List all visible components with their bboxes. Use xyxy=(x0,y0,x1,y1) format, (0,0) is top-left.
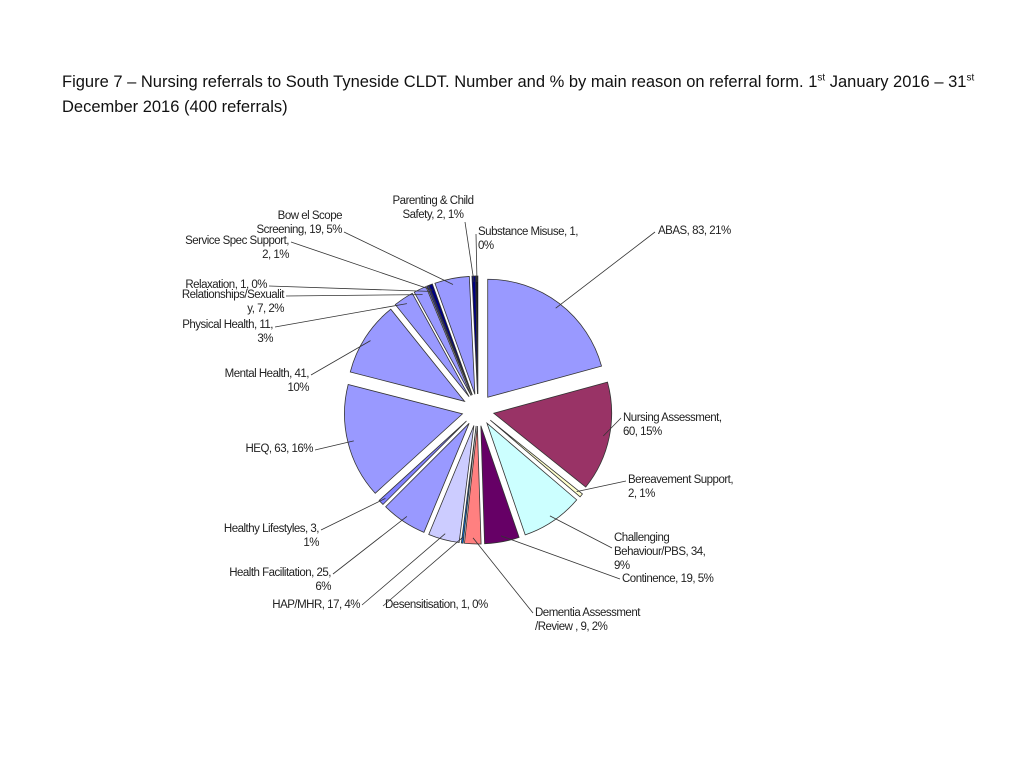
leader-line-physical-health xyxy=(274,303,407,328)
pie-slice-desensitisation xyxy=(460,425,477,544)
slice-label-nursing-assessment: Nursing Assessment, 60, 15% xyxy=(623,412,722,438)
pie-slice-mental-health xyxy=(349,308,466,403)
leader-line-health-facilitation xyxy=(332,516,408,575)
leader-line-bereavement-support xyxy=(576,480,627,492)
slice-label-challenging-behaviour-pbs: Challenging Behaviour/PBS, 34, 9% xyxy=(614,532,706,572)
leader-line-nursing-assessment xyxy=(603,417,622,437)
leader-line-bowel-scope-screening xyxy=(343,231,454,285)
pie-slice-healthy-lifestyles xyxy=(378,420,467,506)
slice-label-bereavement-support: Bereavement Support, 2, 1% xyxy=(628,474,733,500)
leader-line-parenting-child-safety xyxy=(464,221,475,283)
title-text-1: Figure 7 – Nursing referrals to South Ty… xyxy=(62,73,818,91)
slice-label-continence: Continence, 19, 5% xyxy=(622,573,714,585)
title-text-2: January 2016 – 31 xyxy=(825,73,967,91)
slice-label-hap-mhr: HAP/MHR, 17, 4% xyxy=(272,599,360,611)
pie-slice-physical-health xyxy=(394,292,470,397)
pie-slice-bereavement-support xyxy=(490,419,583,498)
slice-label-desensitisation: Desensitisation, 1, 0% xyxy=(385,599,488,611)
pie-slice-dementia-assessment-review xyxy=(463,425,482,545)
title-sup-1: st xyxy=(817,72,826,84)
pie-slice-relationships-sexuality xyxy=(413,286,472,396)
slice-label-healthy-lifestyles: Healthy Lifestyles, 3, 1% xyxy=(224,523,319,549)
pie-slice-service-spec-support xyxy=(428,283,473,396)
slice-label-health-facilitation: Health Facilitation, 25, 6% xyxy=(229,567,331,593)
pie-slice-abas xyxy=(487,278,603,398)
pie-slice-nursing-assessment xyxy=(492,381,613,488)
leader-line-continence xyxy=(500,535,621,580)
slice-label-dementia-assessment-review: Dementia Assessment/Review , 9, 2% xyxy=(535,607,641,633)
pie-slice-hap-mhr xyxy=(428,425,475,543)
slice-label-relaxation: Relaxation, 1, 0% xyxy=(185,279,267,291)
leader-line-relationships-sexuality xyxy=(285,294,423,297)
title-text-3: December 2016 (400 referrals) xyxy=(62,98,288,116)
leader-line-hap-mhr xyxy=(361,533,446,606)
slice-label-substance-misuse: Substance Misuse, 1, 0% xyxy=(478,226,578,252)
pie-slice-challenging-behaviour-pbs xyxy=(486,421,578,536)
figure-title: Figure 7 – Nursing referrals to South Ty… xyxy=(62,70,982,120)
pie-slice-health-facilitation xyxy=(385,423,470,533)
leader-line-dementia-assessment-review xyxy=(472,537,534,614)
leader-line-mental-health xyxy=(310,340,371,376)
leader-line-substance-misuse xyxy=(475,233,478,283)
slice-label-abas: ABAS, 83, 21% xyxy=(658,225,731,237)
leader-line-challenging-behaviour-pbs xyxy=(549,515,613,549)
slice-label-parenting-child-safety: Parenting & Child Safety, 2, 1% xyxy=(393,195,474,221)
pie-slices xyxy=(344,275,613,545)
leader-line-heq xyxy=(314,440,354,451)
slice-label-bowel-scope-screening: Bow el Scope Screening, 19, 5% xyxy=(257,210,343,236)
leader-line-healthy-lifestyles xyxy=(320,498,386,531)
leader-lines xyxy=(268,221,656,614)
leader-line-service-spec-support xyxy=(290,241,433,291)
slice-label-heq: HEQ, 63, 16% xyxy=(245,443,313,455)
slice-label-mental-health: Mental Health, 41, 10% xyxy=(225,368,310,394)
pie-slice-bowel-scope-screening xyxy=(434,276,476,395)
leader-line-relaxation xyxy=(268,285,430,292)
pie-slice-continence xyxy=(480,425,520,545)
title-sup-2: st xyxy=(966,72,975,84)
slice-label-relationships-sexuality: Relationships/Sexualit y, 7, 2% xyxy=(182,289,285,315)
slice-label-physical-health: Physical Health, 11, 3% xyxy=(182,319,273,345)
slice-label-service-spec-support: Service Spec Support, 2, 1% xyxy=(185,235,289,261)
leader-line-desensitisation xyxy=(382,536,464,607)
slice-labels: ABAS, 83, 21% Nursing Assessment, 60, 15% B… xyxy=(182,195,734,633)
leader-line-abas xyxy=(555,231,656,309)
